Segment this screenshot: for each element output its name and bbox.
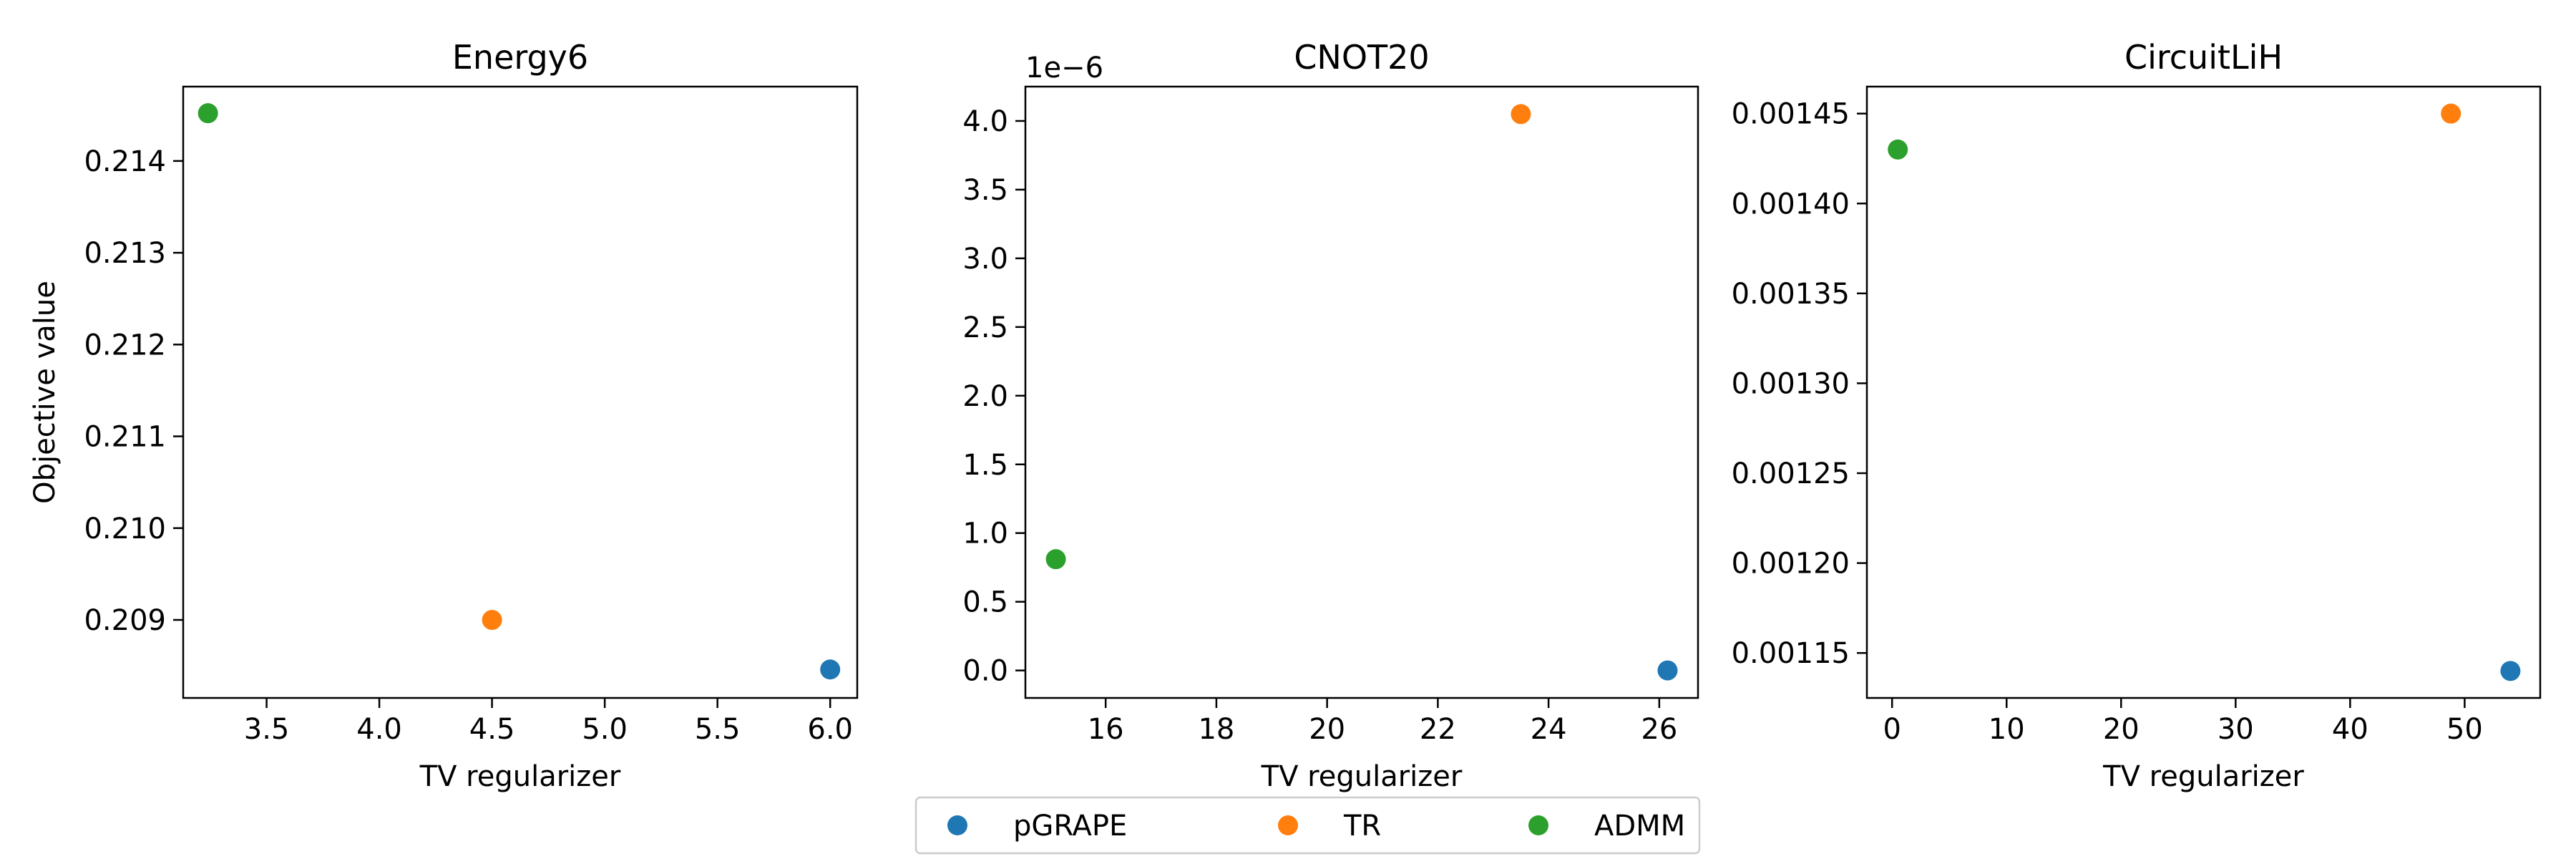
x-tick-label: 4.5 xyxy=(469,713,515,746)
point-admm xyxy=(197,103,218,124)
legend-marker xyxy=(1278,815,1298,835)
y-tick-label: 0.209 xyxy=(84,604,166,637)
point-pgrape xyxy=(820,659,841,680)
y-tick-label: 0.00145 xyxy=(1732,98,1850,131)
x-axis-label: TV regularizer xyxy=(419,760,621,793)
y-tick-label: 0.00135 xyxy=(1732,278,1850,311)
point-pgrape xyxy=(2500,661,2521,681)
point-tr xyxy=(482,610,502,631)
x-tick-label: 3.5 xyxy=(244,713,290,746)
legend-marker xyxy=(947,815,967,835)
y-tick-label: 0.00140 xyxy=(1732,188,1850,220)
y-tick-label: 0.00115 xyxy=(1732,637,1850,670)
x-tick-label: 20 xyxy=(2103,713,2140,746)
point-admm xyxy=(1045,549,1066,570)
legend-box xyxy=(914,796,1701,855)
subplot-title: CircuitLiH xyxy=(2124,38,2283,77)
x-tick-label: 5.0 xyxy=(582,713,628,746)
y-tick-label: 0.212 xyxy=(84,329,166,361)
x-tick-label: 4.0 xyxy=(356,713,402,746)
y-tick-label: 0.214 xyxy=(84,145,166,178)
point-tr xyxy=(1511,104,1531,125)
legend-label: ADMM xyxy=(1594,810,1685,843)
y-offset-label: 1e−6 xyxy=(1025,52,1103,84)
y-tick-label: 0.00120 xyxy=(1732,548,1850,581)
axes-frame xyxy=(1024,85,1699,699)
legend-label: pGRAPE xyxy=(1013,810,1127,843)
x-tick-label: 10 xyxy=(1989,713,2025,746)
x-tick-label: 20 xyxy=(1309,713,1345,746)
subplots: Energy6 TV regularizer Objective value 3.5 4… xyxy=(29,38,2542,793)
y-tick-label: 3.5 xyxy=(962,174,1008,207)
x-axis-label: TV regularizer xyxy=(1261,760,1463,793)
x-tick-label: 0 xyxy=(1883,713,1901,746)
subplot-title: CNOT20 xyxy=(1294,38,1429,77)
axes-frame xyxy=(1865,85,2542,699)
y-tick-label: 0.5 xyxy=(962,586,1008,619)
y-tick-label: 1.0 xyxy=(962,518,1008,550)
legend-label: TR xyxy=(1343,810,1381,843)
point-admm xyxy=(1888,139,1908,160)
x-tick-label: 18 xyxy=(1198,713,1234,746)
x-tick-label: 24 xyxy=(1531,713,1567,746)
y-tick-label: 0.00125 xyxy=(1732,457,1850,490)
x-axis-label: TV regularizer xyxy=(2102,760,2304,793)
x-tick-label: 6.0 xyxy=(807,713,853,746)
x-tick-label: 40 xyxy=(2332,713,2368,746)
legend-entry-admm: ADMM xyxy=(1528,810,1685,843)
axes-frame xyxy=(182,85,859,699)
legend: pGRAPE TR ADMM xyxy=(914,796,1701,855)
legend-entry-pgrape: pGRAPE xyxy=(947,810,1127,843)
legend-marker xyxy=(1528,815,1548,835)
y-tick-label: 0.213 xyxy=(84,237,166,270)
x-tick-label: 22 xyxy=(1420,713,1456,746)
x-tick-label: 50 xyxy=(2446,713,2483,746)
y-tick-label: 4.0 xyxy=(962,105,1008,138)
subplot-1: Energy6 TV regularizer Objective value 3.5 4… xyxy=(29,38,859,793)
point-tr xyxy=(2441,103,2462,124)
y-tick-label: 0.0 xyxy=(962,655,1008,688)
y-tick-label: 2.5 xyxy=(962,311,1008,344)
legend-entry-tr: TR xyxy=(1278,810,1381,843)
subplot-3: CircuitLiH TV regularizer 0 10 20 30 40 50 0.001… xyxy=(1732,38,2542,793)
y-tick-label: 0.210 xyxy=(84,513,166,545)
subplot-2: CNOT20 TV regularizer 1e−6 16 18 20 22 24 26 0.0 0… xyxy=(962,38,1699,793)
x-tick-label: 26 xyxy=(1641,713,1677,746)
x-tick-label: 16 xyxy=(1088,713,1124,746)
y-tick-label: 3.0 xyxy=(962,243,1008,276)
y-axis-label: Objective value xyxy=(29,281,62,504)
x-tick-label: 30 xyxy=(2218,713,2254,746)
y-tick-label: 0.211 xyxy=(84,421,166,454)
y-tick-label: 0.00130 xyxy=(1732,367,1850,400)
point-pgrape xyxy=(1657,660,1678,681)
subplot-title: Energy6 xyxy=(452,38,588,77)
y-tick-label: 1.5 xyxy=(962,449,1008,482)
x-tick-label: 5.5 xyxy=(695,713,741,746)
y-tick-label: 2.0 xyxy=(962,380,1008,413)
